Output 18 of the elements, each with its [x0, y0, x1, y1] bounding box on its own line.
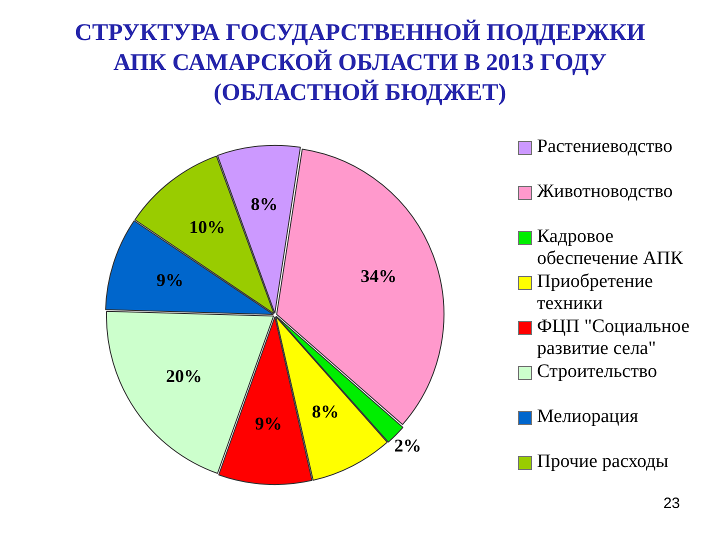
legend-label: Приобретение техники: [537, 271, 654, 315]
data-label: 20%: [166, 366, 202, 386]
text: 23: [663, 495, 680, 512]
chart-title: СТРУКТУРА ГОСУДАРСТВЕННОЙ ПОДДЕРЖКИ АПК САМАРСКОЙ ОБЛАСТИ В 2013 ГОДУ (ОБЛАСТНОЙ БЮДЖЕТ): [74, 18, 646, 108]
data-label: 9%: [156, 270, 184, 290]
legend-label: Строительство: [537, 361, 658, 383]
legend-label: Кадровое обеспечение АПК: [537, 226, 684, 270]
data-label: 8%: [250, 194, 278, 214]
data-label: 9%: [254, 414, 282, 434]
legend-label: Мелиорация: [537, 406, 638, 428]
data-label: 2%: [394, 435, 422, 456]
legend-label: Прочие расходы: [537, 451, 668, 473]
legend-label: ФЦП "Социальное развитие села": [537, 316, 691, 360]
data-label: 34%: [360, 266, 397, 286]
legend-label: Растениеводство: [537, 136, 672, 158]
data-label: 8%: [312, 402, 339, 422]
data-label: 10%: [189, 216, 226, 237]
legend-label: Животноводство: [537, 181, 673, 203]
